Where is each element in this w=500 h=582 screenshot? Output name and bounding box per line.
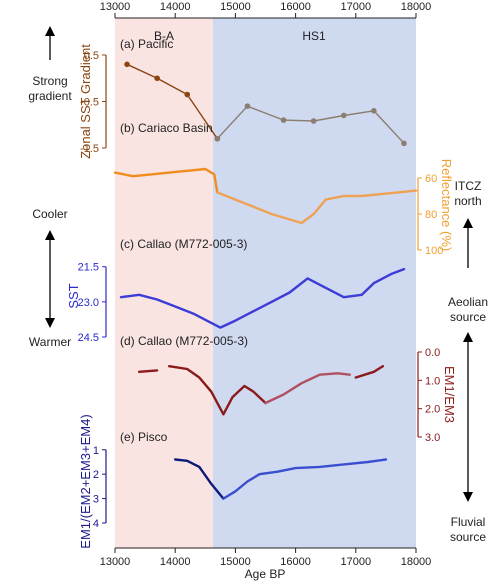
panel-c-y-tick-label: 21.5 <box>78 262 99 274</box>
x-axis-label: Age BP <box>245 567 286 581</box>
panel-d-y-label: EM1/EM3 <box>442 366 457 423</box>
panel-c-y-label: SST <box>66 283 81 308</box>
interval-hs1-label: HS1 <box>302 29 326 43</box>
panel-a-point <box>310 118 317 124</box>
panel-b-y-tick-label: 100 <box>425 245 443 257</box>
panel-c-label: (c) Callao (M772-005-3) <box>120 237 247 251</box>
panel-d-y-tick-label: 0.0 <box>425 347 440 359</box>
panel-d-y-tick-label: 3.0 <box>425 432 440 444</box>
panel-a-point <box>340 112 347 119</box>
panel-d-series-0 <box>137 369 159 373</box>
x-tick-label-bottom: 15000 <box>220 556 251 568</box>
svg-text:source: source <box>450 310 486 324</box>
svg-text:gradient: gradient <box>28 89 72 103</box>
x-tick-label-bottom: 16000 <box>280 556 311 568</box>
x-ticks: 13000 13000 14000 14000 15000 15000 16000 16000… <box>100 1 432 568</box>
panel-a-point <box>280 117 287 123</box>
x-tick-label-bottom: 14000 <box>160 556 191 568</box>
interval-ba <box>115 18 213 548</box>
svg-text:Aeolian: Aeolian <box>448 295 488 309</box>
annotation-cooler-warmer: Cooler Warmer <box>29 207 71 349</box>
panel-d-y-tick-label: 1.0 <box>425 375 440 387</box>
panel-e-label: (e) Pisco <box>120 430 168 444</box>
x-tick-label-top: 15000 <box>220 1 251 13</box>
svg-text:north: north <box>454 194 481 208</box>
panel-c: 21.5 23.0 24.5 SST (c) Callao (M772-005-3) <box>66 237 406 344</box>
svg-text:ITCZ: ITCZ <box>455 179 482 193</box>
panel-e-y-tick-label: 2 <box>93 469 99 481</box>
panel-a-point <box>214 135 221 142</box>
panel-a-point <box>184 91 191 98</box>
panel-a-y-tick-label: -1.5 <box>80 143 99 155</box>
panel-b-series-0 <box>113 167 219 194</box>
svg-text:source: source <box>450 530 486 544</box>
panel-b-series-1 <box>216 189 418 225</box>
panel-d-series-2 <box>264 372 351 405</box>
x-tick-label-bottom: 13000 <box>100 556 131 568</box>
annotation-source: Aeolian source Fluvial source <box>448 295 488 544</box>
panel-a-series-0 <box>126 63 219 140</box>
x-tick-label-bottom: 18000 <box>401 556 432 568</box>
annotation-itcz-north: ITCZ north <box>454 179 482 268</box>
x-tick-label-top: 14000 <box>160 1 191 13</box>
x-tick-label-top: 13000 <box>100 1 131 13</box>
panel-b-y-label: Reflectance (%) <box>439 159 454 251</box>
panel-e-y-tick-label: 1 <box>93 445 99 457</box>
panel-d-y-tick-label: 2.0 <box>425 404 440 416</box>
panel-a-y-label: Zonal SST Gradient <box>78 44 93 159</box>
svg-text:Cooler: Cooler <box>32 207 67 221</box>
annotation-strong-gradient: Strong gradient <box>28 26 72 103</box>
panel-a-point <box>154 75 160 82</box>
panel-b-label: (b) Cariaco Basin <box>120 121 213 135</box>
interval-ba-label: B-A <box>154 29 174 43</box>
panel-e-series-1 <box>222 458 388 500</box>
x-tick-label-top: 16000 <box>280 1 311 13</box>
x-tick-label-bottom: 17000 <box>341 556 372 568</box>
panel-a-point <box>244 103 251 109</box>
panel-b-y-tick-label: 60 <box>425 173 437 185</box>
panel-a-label: (a) Pacific <box>120 37 173 51</box>
panel-e-y-tick-label: 4 <box>93 518 99 530</box>
svg-text:Warmer: Warmer <box>29 335 71 349</box>
panel-c-y-tick-label: 24.5 <box>78 332 99 344</box>
panel-b-y-tick-label: 80 <box>425 209 437 221</box>
panel-e-series-0 <box>173 458 225 500</box>
panel-c-series-0 <box>119 267 406 329</box>
panel-a-y-tick-label: 0.5 <box>84 50 99 62</box>
panel-a-point <box>124 61 130 68</box>
panel-a-point <box>371 108 377 114</box>
x-tick-label-top: 18000 <box>401 1 432 13</box>
panel-a-point <box>401 140 407 147</box>
panel-d-series-3 <box>354 365 385 379</box>
panel-d-series-1 <box>167 365 267 416</box>
x-tick-label-top: 17000 <box>341 1 372 13</box>
panel-c-y-tick-label: 23.0 <box>78 297 99 309</box>
panel-e-y-label: EM1/(EM2+EM3+EM4) <box>78 414 93 548</box>
panel-a-y-tick-label: -0.5 <box>80 97 99 109</box>
panel-e-y-tick-label: 3 <box>93 494 99 506</box>
svg-text:Strong: Strong <box>32 74 67 88</box>
panel-d-label: (d) Callao (M772-005-3) <box>120 334 248 348</box>
svg-text:Fluvial: Fluvial <box>451 515 486 529</box>
